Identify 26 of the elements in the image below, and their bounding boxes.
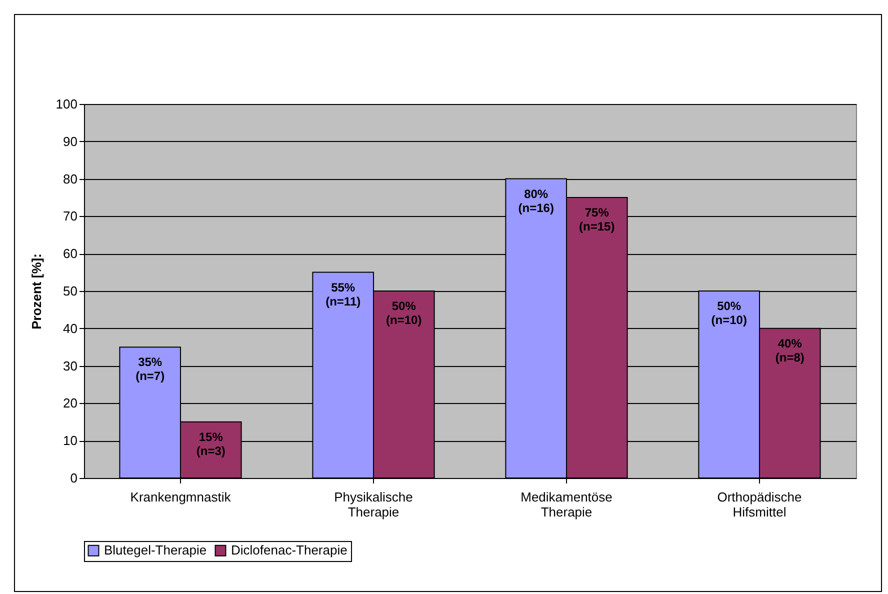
- y-axis-title: Prozent [%]:: [28, 254, 44, 330]
- y-tick-label: 100: [56, 96, 78, 112]
- y-tick-label: 10: [63, 433, 78, 448]
- legend-label: Blutegel-Therapie: [104, 542, 207, 558]
- x-tick-label: Krankengmnastik: [130, 490, 232, 504]
- data-label: 15% (n=3): [196, 430, 226, 458]
- data-label: 80% (n=16): [518, 186, 554, 215]
- y-tick-label: 50: [63, 284, 78, 298]
- y-tick-label: 20: [63, 396, 78, 411]
- x-tick-label: Medikamentöse Therapie: [520, 490, 612, 520]
- x-tick-label: Physikalische Therapie: [334, 490, 413, 520]
- y-tick-label: 0: [70, 470, 78, 486]
- data-label: 55% (n=11): [326, 280, 361, 308]
- data-label: 50% (n=10): [386, 299, 422, 327]
- y-tick-label: 90: [63, 134, 78, 149]
- data-label: 40% (n=8): [775, 336, 804, 364]
- data-label: 35% (n=7): [136, 355, 165, 384]
- x-tick-label: Orthopädische Hifsmittel: [717, 490, 802, 520]
- data-label: 50% (n=10): [711, 299, 747, 327]
- y-tick-label: 30: [63, 358, 78, 374]
- legend-label: Diclofenac-Therapie: [231, 542, 348, 558]
- y-tick-label: 60: [63, 246, 78, 262]
- y-tick-label: 40: [63, 320, 78, 336]
- y-tick-label: 80: [63, 171, 78, 186]
- data-label: 75% (n=15): [579, 206, 615, 234]
- y-tick-label: 70: [63, 208, 78, 224]
